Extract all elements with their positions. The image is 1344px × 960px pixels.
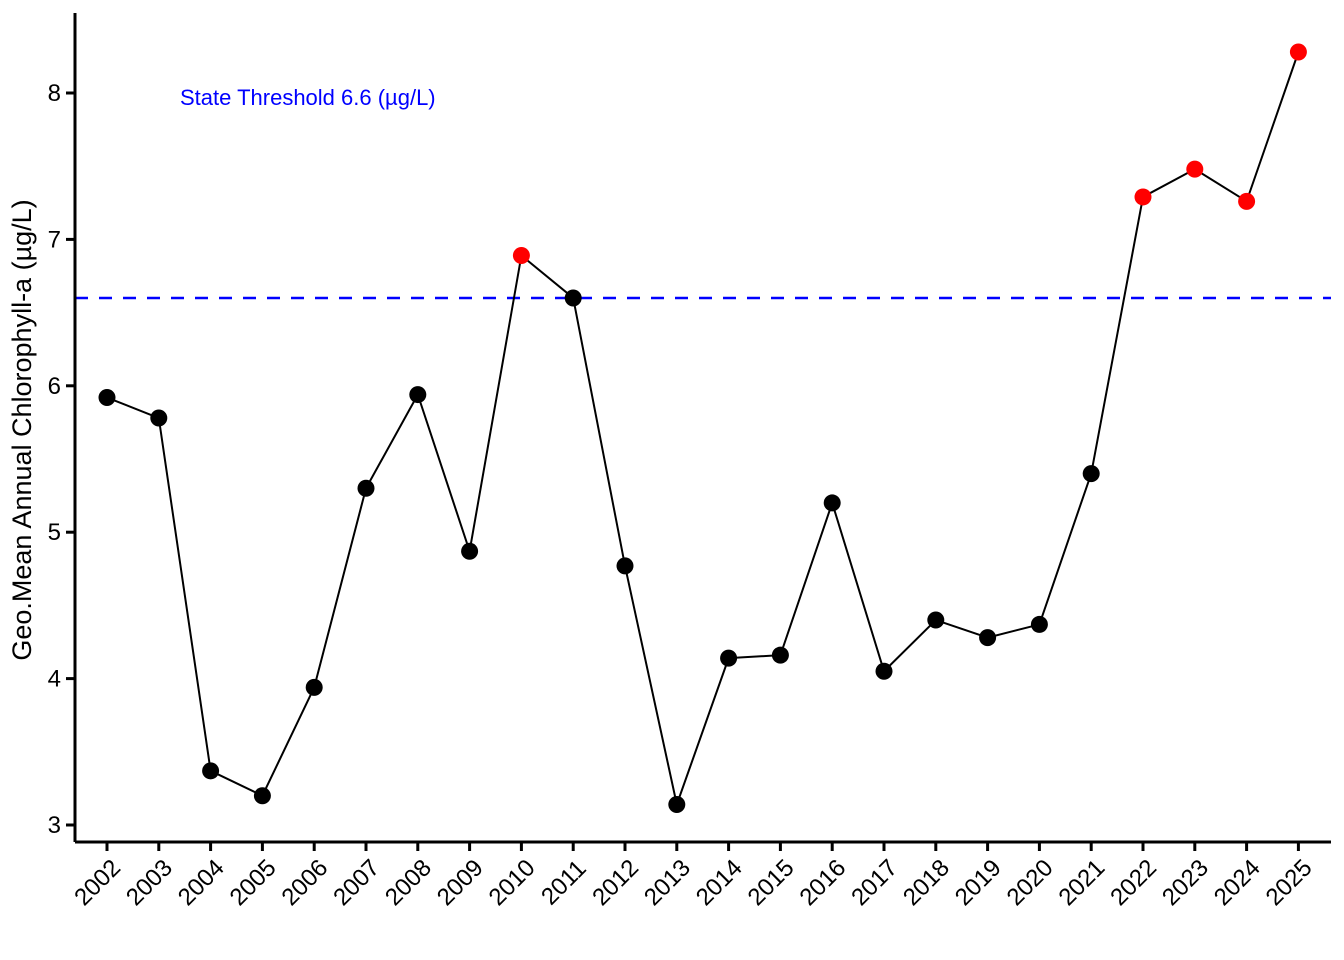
data-point-2018 (927, 611, 945, 629)
y-tick-label: 6 (48, 373, 61, 400)
data-point-2006 (305, 678, 323, 696)
x-tick-label: 2014 (691, 854, 748, 911)
data-point-2019 (979, 629, 997, 647)
y-tick-label: 7 (48, 226, 61, 253)
data-point-2025 (1289, 43, 1307, 61)
data-point-2003 (150, 409, 168, 427)
y-axis-title: Geo.Mean Annual Chlorophyll-a (µg/L) (7, 199, 37, 660)
x-tick-label: 2010 (484, 854, 541, 911)
x-tick-label: 2018 (898, 854, 955, 911)
x-tick-label: 2006 (276, 854, 333, 911)
y-tick-label: 3 (48, 812, 61, 839)
data-point-2012 (616, 557, 634, 575)
data-point-2013 (668, 796, 686, 814)
data-point-2023 (1186, 160, 1204, 178)
x-tick-label: 2021 (1053, 854, 1110, 911)
x-tick-label: 2022 (1105, 854, 1162, 911)
data-point-2024 (1238, 192, 1256, 210)
x-tick-label: 2011 (536, 855, 592, 911)
data-point-2007 (357, 479, 375, 497)
x-tick-label: 2017 (846, 854, 903, 911)
chart-layer: 3456782002200320042005200620072008200920… (48, 13, 1331, 911)
threshold-annotation-label: State Threshold 6.6 (µg/L) (180, 85, 436, 110)
data-point-2014 (720, 649, 738, 667)
data-point-2002 (98, 389, 116, 407)
data-point-2017 (875, 662, 893, 680)
x-tick-label: 2023 (1157, 854, 1214, 911)
data-point-2009 (461, 542, 479, 560)
y-tick-label: 8 (48, 80, 61, 107)
x-tick-label: 2008 (380, 854, 437, 911)
series-line (106, 51, 1300, 806)
data-point-2020 (1030, 615, 1048, 633)
data-point-2010 (512, 247, 530, 265)
x-tick-label: 2016 (794, 854, 851, 911)
data-point-2004 (202, 762, 220, 780)
data-point-2022 (1134, 188, 1152, 206)
y-tick-label: 4 (48, 666, 61, 693)
x-tick-label: 2013 (639, 854, 696, 911)
x-tick-label: 2003 (121, 854, 178, 911)
x-tick-label: 2019 (950, 854, 1007, 911)
x-tick-label: 2012 (587, 854, 644, 911)
x-tick-label: 2024 (1209, 854, 1266, 911)
x-tick-label: 2009 (432, 854, 489, 911)
data-point-2021 (1082, 465, 1100, 483)
x-tick-label: 2015 (743, 854, 800, 911)
data-point-2011 (564, 289, 582, 307)
y-tick-label: 5 (48, 519, 61, 546)
x-tick-label: 2020 (1002, 854, 1059, 911)
x-tick-label: 2004 (173, 854, 230, 911)
data-point-2008 (409, 386, 427, 404)
x-tick-label: 2002 (69, 854, 126, 911)
data-point-2005 (253, 787, 271, 805)
x-tick-label: 2005 (225, 854, 282, 911)
data-point-2016 (823, 494, 841, 512)
data-point-2015 (771, 646, 789, 664)
x-tick-label: 2025 (1261, 854, 1318, 911)
x-tick-label: 2007 (328, 854, 385, 911)
